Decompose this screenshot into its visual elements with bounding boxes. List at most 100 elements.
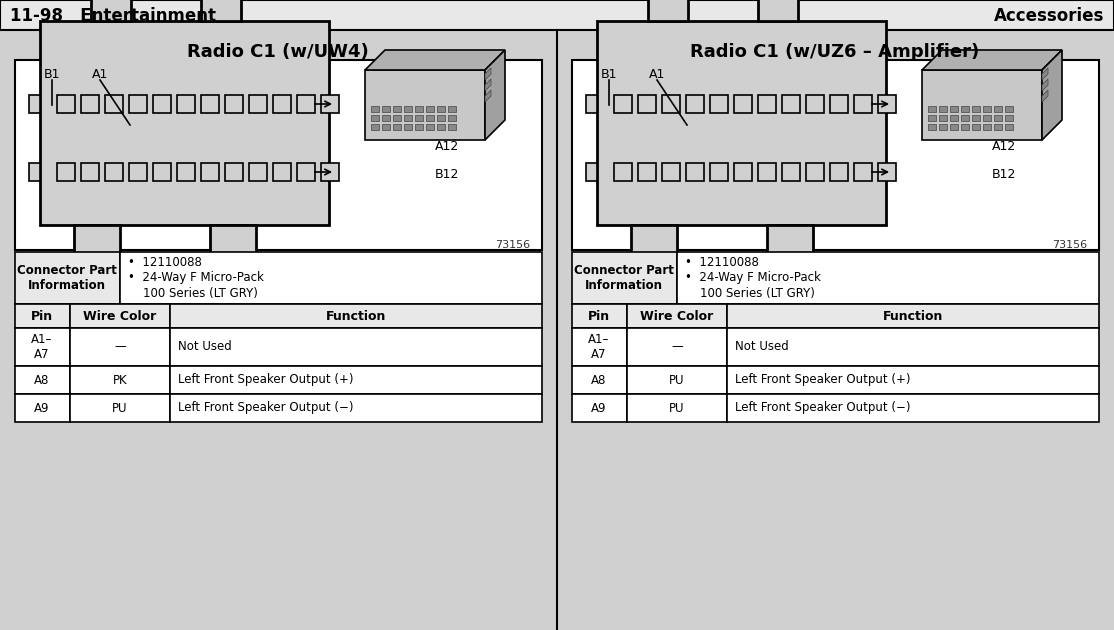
Text: Left Front Speaker Output (−): Left Front Speaker Output (−) bbox=[178, 401, 353, 415]
Bar bbox=[961, 115, 969, 121]
Bar bbox=[758, 95, 776, 113]
Bar bbox=[727, 328, 1100, 366]
Text: Radio C1 (w/UW4): Radio C1 (w/UW4) bbox=[187, 43, 369, 61]
Bar bbox=[437, 106, 444, 112]
Bar bbox=[14, 304, 70, 328]
Text: Pin: Pin bbox=[31, 309, 53, 323]
Bar bbox=[0, 0, 1114, 30]
Text: —: — bbox=[671, 340, 683, 353]
Bar bbox=[734, 163, 752, 181]
Bar bbox=[57, 95, 75, 113]
Bar bbox=[922, 70, 1042, 140]
Text: Not Used: Not Used bbox=[735, 340, 789, 353]
Text: Accessories: Accessories bbox=[994, 7, 1104, 25]
Bar bbox=[382, 124, 390, 130]
Bar bbox=[1005, 115, 1013, 121]
Bar bbox=[571, 304, 627, 328]
Polygon shape bbox=[1042, 90, 1048, 102]
Bar bbox=[631, 225, 677, 254]
Bar bbox=[710, 163, 729, 181]
Bar bbox=[830, 163, 848, 181]
Bar bbox=[74, 225, 120, 254]
Bar bbox=[571, 394, 627, 422]
Bar bbox=[586, 95, 597, 113]
Bar bbox=[170, 366, 543, 394]
Polygon shape bbox=[365, 50, 505, 70]
Bar bbox=[648, 0, 688, 21]
Bar bbox=[404, 106, 412, 112]
Text: PU: PU bbox=[670, 374, 685, 386]
Text: 11-98   Entertainment: 11-98 Entertainment bbox=[10, 7, 216, 25]
Text: Function: Function bbox=[882, 309, 944, 323]
Text: Left Front Speaker Output (−): Left Front Speaker Output (−) bbox=[735, 401, 910, 415]
Bar bbox=[404, 124, 412, 130]
Text: B12: B12 bbox=[434, 168, 459, 181]
Bar bbox=[928, 115, 936, 121]
Bar bbox=[321, 163, 339, 181]
Text: B12: B12 bbox=[991, 168, 1016, 181]
Bar bbox=[973, 106, 980, 112]
Bar bbox=[807, 95, 824, 113]
Text: PU: PU bbox=[113, 401, 128, 415]
Text: Wire Color: Wire Color bbox=[84, 309, 157, 323]
Bar bbox=[81, 95, 99, 113]
Bar bbox=[437, 115, 444, 121]
Text: 73156: 73156 bbox=[1052, 240, 1087, 250]
Bar bbox=[614, 95, 632, 113]
Bar bbox=[727, 394, 1100, 422]
Bar bbox=[686, 163, 704, 181]
Bar bbox=[878, 163, 896, 181]
Bar bbox=[830, 95, 848, 113]
Bar bbox=[638, 163, 656, 181]
Bar bbox=[878, 95, 896, 113]
Bar bbox=[153, 95, 172, 113]
Bar bbox=[404, 115, 412, 121]
Bar bbox=[638, 95, 656, 113]
Bar bbox=[571, 328, 627, 366]
Bar bbox=[426, 115, 434, 121]
Bar bbox=[807, 163, 824, 181]
Bar bbox=[727, 366, 1100, 394]
Polygon shape bbox=[1042, 68, 1048, 80]
Text: •  12110088
•  24-Way F Micro-Pack
    100 Series (LT GRY): • 12110088 • 24-Way F Micro-Pack 100 Ser… bbox=[685, 256, 821, 299]
Bar bbox=[994, 115, 1001, 121]
Bar bbox=[571, 366, 627, 394]
Bar bbox=[365, 70, 485, 140]
Bar bbox=[14, 252, 120, 304]
Bar bbox=[734, 95, 752, 113]
Bar bbox=[448, 115, 456, 121]
Bar bbox=[939, 124, 947, 130]
Bar bbox=[371, 115, 379, 121]
Bar bbox=[994, 124, 1001, 130]
Bar bbox=[129, 163, 147, 181]
Bar bbox=[426, 106, 434, 112]
Bar bbox=[393, 115, 401, 121]
Bar bbox=[57, 163, 75, 181]
Bar bbox=[371, 106, 379, 112]
Bar bbox=[14, 328, 70, 366]
Text: A12: A12 bbox=[434, 140, 459, 154]
Text: A9: A9 bbox=[592, 401, 607, 415]
Bar bbox=[273, 95, 291, 113]
Bar bbox=[983, 106, 991, 112]
Bar bbox=[129, 95, 147, 113]
Bar bbox=[416, 106, 423, 112]
Bar bbox=[782, 95, 800, 113]
Polygon shape bbox=[922, 50, 1062, 70]
Bar bbox=[983, 124, 991, 130]
Bar bbox=[416, 115, 423, 121]
Bar bbox=[14, 366, 70, 394]
Bar bbox=[297, 163, 315, 181]
Bar bbox=[662, 163, 680, 181]
Bar bbox=[928, 124, 936, 130]
Text: Connector Part
Information: Connector Part Information bbox=[17, 264, 117, 292]
Bar bbox=[758, 163, 776, 181]
Text: PK: PK bbox=[113, 374, 127, 386]
Bar bbox=[973, 115, 980, 121]
Bar bbox=[448, 124, 456, 130]
Bar bbox=[961, 124, 969, 130]
Text: Function: Function bbox=[325, 309, 387, 323]
Bar bbox=[994, 106, 1001, 112]
Bar bbox=[70, 394, 170, 422]
Bar bbox=[571, 60, 1100, 250]
